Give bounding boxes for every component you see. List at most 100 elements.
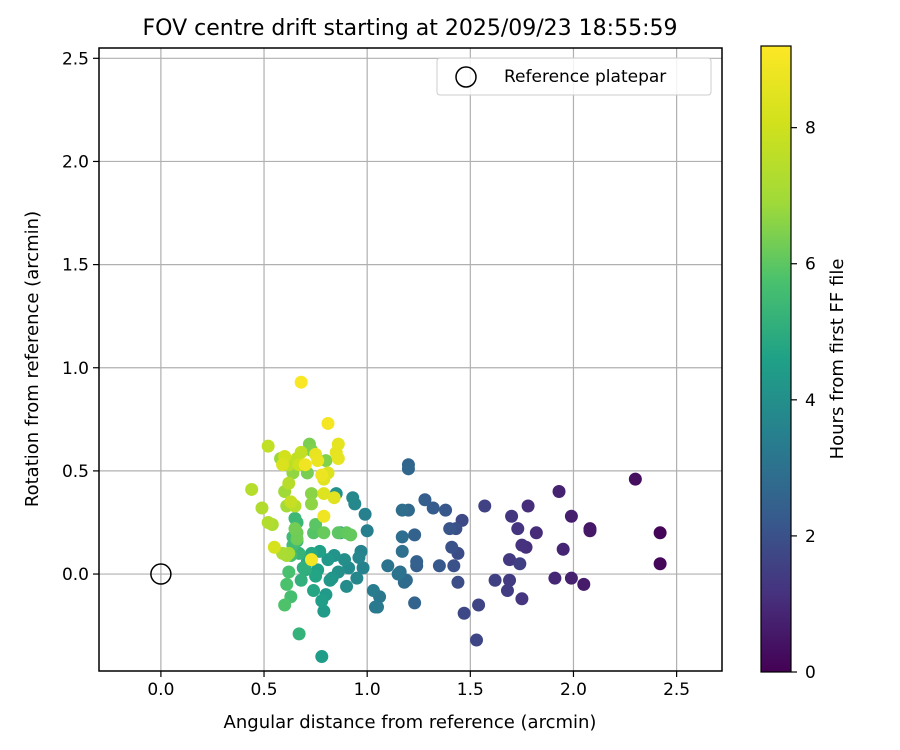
data-point	[583, 524, 597, 538]
data-point	[439, 503, 453, 517]
data-point	[267, 540, 281, 554]
data-point	[350, 571, 364, 585]
data-point	[315, 650, 329, 664]
data-point	[304, 487, 318, 501]
data-point	[628, 472, 642, 486]
data-point	[556, 542, 570, 556]
data-point	[505, 509, 519, 523]
reference-platepar-marker	[150, 563, 172, 585]
data-point	[309, 569, 323, 583]
data-point	[445, 540, 459, 554]
data-point	[290, 532, 304, 546]
data-point	[395, 503, 409, 517]
data-point	[503, 553, 517, 567]
data-point	[282, 476, 296, 490]
data-point	[577, 577, 591, 591]
data-point	[653, 557, 667, 571]
data-point	[327, 491, 341, 505]
data-point	[356, 561, 370, 575]
data-point	[358, 507, 372, 521]
data-point	[564, 509, 578, 523]
x-tick-label: 1.0	[354, 680, 381, 700]
data-point	[340, 579, 354, 593]
data-point	[284, 495, 298, 509]
data-point	[331, 452, 345, 466]
data-point	[346, 491, 360, 505]
data-point	[511, 522, 525, 536]
colorbar-tick-label: 4	[805, 391, 816, 411]
data-point	[280, 577, 294, 591]
chart-title: FOV centre drift starting at 2025/09/23 …	[143, 16, 678, 41]
data-point	[500, 584, 514, 598]
data-point	[307, 584, 321, 598]
x-tick-label: 0.0	[147, 680, 174, 700]
reference-marker-layer	[150, 563, 172, 585]
data-point	[317, 526, 331, 540]
data-point	[443, 522, 457, 536]
data-point	[315, 594, 329, 608]
data-point	[261, 515, 275, 529]
data-point	[503, 573, 517, 587]
data-point	[548, 571, 562, 585]
data-point	[282, 565, 296, 579]
data-point	[255, 501, 269, 515]
data-point	[321, 416, 335, 430]
data-point	[278, 598, 292, 612]
data-point	[432, 559, 446, 573]
data-point	[426, 501, 440, 515]
y-tick-label: 2.5	[62, 49, 89, 69]
data-point	[317, 604, 331, 618]
colorbar: 0 2 4 6 8 Hours from first FF file	[760, 45, 848, 683]
data-point	[245, 482, 259, 496]
data-point	[653, 526, 667, 540]
plot-frame	[98, 47, 723, 672]
data-point	[317, 509, 331, 523]
x-axis-ticks: 0.0 0.5 1.0 1.5 2.0 2.5	[147, 671, 690, 700]
data-point	[408, 528, 422, 542]
data-point	[304, 553, 318, 567]
data-point	[552, 485, 566, 499]
data-point	[521, 499, 535, 513]
data-point	[288, 522, 302, 536]
data-point	[296, 561, 310, 575]
legend-open-circle-icon	[455, 66, 477, 88]
data-point	[395, 544, 409, 558]
data-point	[276, 458, 290, 472]
data-point	[323, 573, 337, 587]
data-point	[292, 627, 306, 641]
y-tick-label: 0.5	[62, 462, 89, 482]
data-point	[515, 538, 529, 552]
data-point	[447, 559, 461, 573]
data-point	[288, 511, 302, 525]
data-point	[410, 555, 424, 569]
data-point	[529, 526, 543, 540]
x-tick-label: 2.5	[663, 680, 690, 700]
data-point	[488, 573, 502, 587]
data-point	[309, 518, 323, 532]
data-point	[315, 468, 329, 482]
data-point	[395, 530, 409, 544]
data-point	[381, 559, 395, 573]
legend-label: Reference platepar	[504, 67, 666, 87]
data-point	[391, 567, 405, 581]
colorbar-tick-label: 0	[805, 663, 816, 683]
data-point	[294, 375, 308, 389]
data-point	[470, 633, 484, 647]
data-point	[401, 462, 415, 476]
data-point	[451, 575, 465, 589]
data-point	[294, 445, 308, 459]
data-point	[515, 592, 529, 606]
data-point	[564, 571, 578, 585]
data-point	[294, 573, 308, 587]
y-tick-label: 1.5	[62, 256, 89, 276]
data-point	[513, 557, 527, 571]
data-point	[344, 528, 358, 542]
data-point	[457, 606, 471, 620]
data-point	[418, 493, 432, 507]
colorbar-gradient	[760, 45, 792, 673]
data-point	[261, 439, 275, 453]
data-point	[304, 497, 318, 511]
data-point	[368, 600, 382, 614]
data-point	[352, 551, 366, 565]
